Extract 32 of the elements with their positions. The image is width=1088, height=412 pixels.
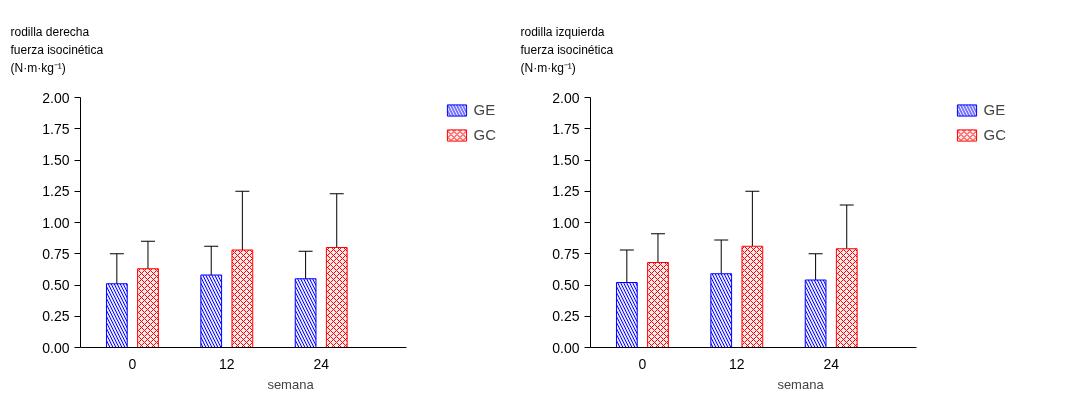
y-tick-label: 1.75 — [552, 120, 580, 137]
y-tick-label: 0.25 — [552, 308, 580, 325]
y-tick-label: 1.50 — [552, 152, 580, 168]
y-tick-label: 1.25 — [552, 183, 580, 200]
y-tick-label: 2.00 — [42, 89, 70, 106]
x-axis-title: semana — [267, 376, 315, 392]
legend-label: GC — [473, 126, 496, 143]
y-tick-label: 1.00 — [552, 214, 580, 231]
legend-label: GE — [473, 101, 496, 118]
x-tick-label: 12 — [219, 355, 235, 372]
y-tick-label: 0.75 — [552, 245, 580, 262]
legend-label: GC — [983, 126, 1006, 143]
x-tick-label: 0 — [638, 355, 647, 372]
y-tick-label: 1.25 — [42, 183, 70, 200]
y-tick-label: 0.00 — [552, 339, 580, 356]
y-axis-title: rodilla izquierda fuerza isocinética (N·m·kg⁻¹) — [520, 24, 614, 75]
y-tick-label: 0.75 — [42, 245, 70, 262]
y-tick-label: 0.25 — [42, 308, 70, 325]
y-tick-label: 1.00 — [42, 214, 70, 231]
y-tick-label: 2.00 — [552, 89, 580, 106]
y-axis-title: rodilla derecha fuerza isocinética (N·m·kg⁻¹) — [10, 24, 104, 75]
x-axis-title: semana — [777, 376, 825, 392]
y-tick-label: 1.50 — [42, 152, 70, 168]
x-tick-label: 24 — [823, 355, 840, 372]
x-tick-label: 12 — [729, 355, 745, 372]
legend-label: GE — [983, 101, 1006, 118]
x-tick-label: 0 — [128, 355, 137, 372]
y-tick-label: 0.00 — [42, 339, 70, 356]
y-tick-label: 0.50 — [552, 277, 580, 293]
y-tick-label: 1.75 — [42, 120, 70, 137]
y-tick-label: 0.50 — [42, 277, 70, 293]
x-tick-label: 24 — [313, 355, 330, 372]
